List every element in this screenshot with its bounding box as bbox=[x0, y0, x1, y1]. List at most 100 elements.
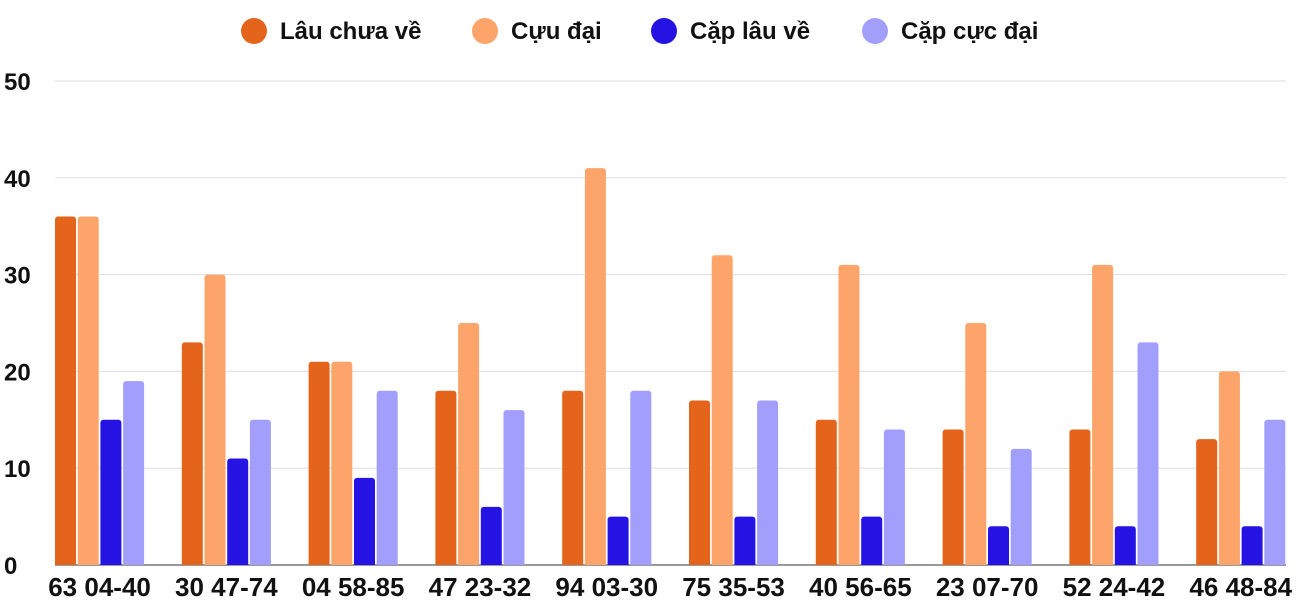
bar-3-series-1 bbox=[308, 361, 330, 565]
bar-9-series-3 bbox=[1114, 526, 1136, 565]
legend-label: Lâu chưa về bbox=[280, 18, 421, 45]
bar-7-series-1-base bbox=[815, 562, 837, 565]
y-tick-label: 0 bbox=[4, 553, 17, 580]
bar-4-series-2 bbox=[458, 323, 480, 565]
y-tick-label: 50 bbox=[4, 69, 31, 96]
x-category-label: 75 35-53 bbox=[682, 572, 785, 600]
bar-4-series-2-base bbox=[458, 562, 480, 565]
bar-8-series-3 bbox=[988, 526, 1009, 565]
bar-2-series-4 bbox=[249, 419, 271, 565]
bar-9-series-3-base bbox=[1114, 562, 1136, 565]
bar-9-series-4-base bbox=[1137, 562, 1159, 565]
bar-7-series-4-base bbox=[883, 562, 905, 565]
bar-4-series-4 bbox=[503, 410, 525, 565]
bar-2-series-1 bbox=[181, 342, 203, 565]
bar-1-series-3 bbox=[100, 419, 122, 565]
bar-3-series-4-base bbox=[376, 562, 398, 565]
bar-3-series-3-base bbox=[354, 562, 375, 565]
bar-4-series-3-base bbox=[480, 562, 502, 565]
y-tick-label: 10 bbox=[4, 456, 31, 483]
bar-4-series-4-base bbox=[503, 562, 525, 565]
bar-2-series-1-base bbox=[181, 562, 203, 565]
bar-2-series-2 bbox=[204, 274, 226, 565]
bar-7-series-2-base bbox=[838, 562, 860, 565]
legend-label: Cặp cực đại bbox=[901, 18, 1038, 45]
bar-5-series-1-base bbox=[562, 562, 584, 565]
bar-2-series-4-base bbox=[249, 562, 271, 565]
bar-6-series-4-base bbox=[757, 562, 779, 565]
bar-4-series-1 bbox=[435, 390, 457, 565]
bar-8-series-4 bbox=[1010, 448, 1032, 565]
bar-10-series-2-base bbox=[1218, 562, 1240, 565]
bar-1-series-2 bbox=[77, 216, 99, 565]
bar-10-series-3 bbox=[1241, 526, 1263, 565]
bar-10-series-1 bbox=[1196, 439, 1218, 565]
x-category-label: 63 04-40 bbox=[48, 572, 151, 600]
x-axis-category-labels: 63 04-40 30 47-74 04 58-85 47 23-32 94 03-30… bbox=[48, 572, 1292, 600]
bar-4-series-1-base bbox=[435, 562, 457, 565]
bar-10-series-4 bbox=[1264, 419, 1286, 565]
y-tick-label: 20 bbox=[4, 359, 31, 386]
bar-5-series-4 bbox=[630, 390, 652, 565]
bar-3-series-2-base bbox=[331, 562, 353, 565]
legend-item-1: Lâu chưa về bbox=[241, 18, 421, 45]
legend: Lâu chưa về Cựu đại Cặp lâu về Cặp cực đại bbox=[241, 18, 1038, 45]
bar-5-series-2-base bbox=[584, 562, 606, 565]
bar-2-series-3-base bbox=[227, 562, 249, 565]
x-category-label: 30 47-74 bbox=[175, 572, 278, 600]
bar-6-series-2 bbox=[711, 255, 733, 566]
bar-6-series-3-base bbox=[734, 562, 756, 565]
bar-8-series-2-base bbox=[965, 562, 987, 565]
y-axis-tick-labels: 0 10 20 30 40 50 bbox=[4, 69, 31, 580]
bar-8-series-1-base bbox=[942, 562, 964, 565]
bar-1-series-2-base bbox=[77, 562, 99, 565]
x-category-label: 47 23-32 bbox=[429, 572, 532, 600]
x-category-label: 46 48-84 bbox=[1189, 572, 1292, 600]
bar-4-series-3 bbox=[480, 506, 502, 565]
bar-7-series-2 bbox=[838, 264, 860, 565]
x-category-label: 94 03-30 bbox=[555, 572, 658, 600]
bar-6-series-3 bbox=[734, 516, 756, 565]
x-category-label: 04 58-85 bbox=[302, 572, 405, 600]
x-category-label: 52 24-42 bbox=[1063, 572, 1166, 600]
bar-6-series-1-base bbox=[689, 562, 710, 565]
bar-10-series-4-base bbox=[1264, 562, 1286, 565]
bar-9-series-2 bbox=[1092, 264, 1114, 565]
bar-1-series-4 bbox=[123, 381, 145, 565]
bar-3-series-2 bbox=[331, 361, 353, 565]
bar-8-series-4-base bbox=[1010, 562, 1032, 565]
legend-item-3: Cặp lâu về bbox=[651, 18, 810, 45]
bar-6-series-1 bbox=[689, 400, 710, 565]
bar-6-series-4 bbox=[757, 400, 779, 565]
bar-10-series-3-base bbox=[1241, 562, 1263, 565]
bar-7-series-3-base bbox=[861, 562, 883, 565]
legend-item-2: Cựu đại bbox=[472, 18, 602, 45]
bar-9-series-1-base bbox=[1069, 562, 1091, 565]
bar-10-series-2 bbox=[1218, 371, 1240, 565]
legend-swatch bbox=[472, 18, 498, 44]
bar-9-series-1 bbox=[1069, 429, 1091, 565]
bar-5-series-4-base bbox=[630, 562, 652, 565]
legend-item-4: Cặp cực đại bbox=[862, 18, 1038, 45]
legend-label: Cặp lâu về bbox=[690, 18, 810, 45]
legend-swatch bbox=[241, 18, 267, 44]
legend-swatch bbox=[651, 18, 677, 44]
bar-9-series-4 bbox=[1137, 342, 1159, 565]
bar-7-series-3 bbox=[861, 516, 883, 565]
bar-3-series-1-base bbox=[308, 562, 330, 565]
bar-1-series-4-base bbox=[123, 562, 145, 565]
bars-layer bbox=[55, 168, 1286, 566]
bar-10-series-1-base bbox=[1196, 562, 1218, 565]
x-category-label: 23 07-70 bbox=[936, 572, 1039, 600]
bar-8-series-2 bbox=[965, 323, 987, 565]
bar-2-series-2-base bbox=[204, 562, 226, 565]
bar-5-series-2 bbox=[584, 168, 606, 565]
y-tick-label: 40 bbox=[4, 166, 31, 193]
bar-8-series-3-base bbox=[988, 562, 1009, 565]
bar-9-series-2-base bbox=[1092, 562, 1114, 565]
y-tick-label: 30 bbox=[4, 263, 31, 290]
legend-label: Cựu đại bbox=[511, 18, 602, 45]
bar-1-series-3-base bbox=[100, 562, 122, 565]
bar-3-series-3 bbox=[354, 477, 375, 565]
